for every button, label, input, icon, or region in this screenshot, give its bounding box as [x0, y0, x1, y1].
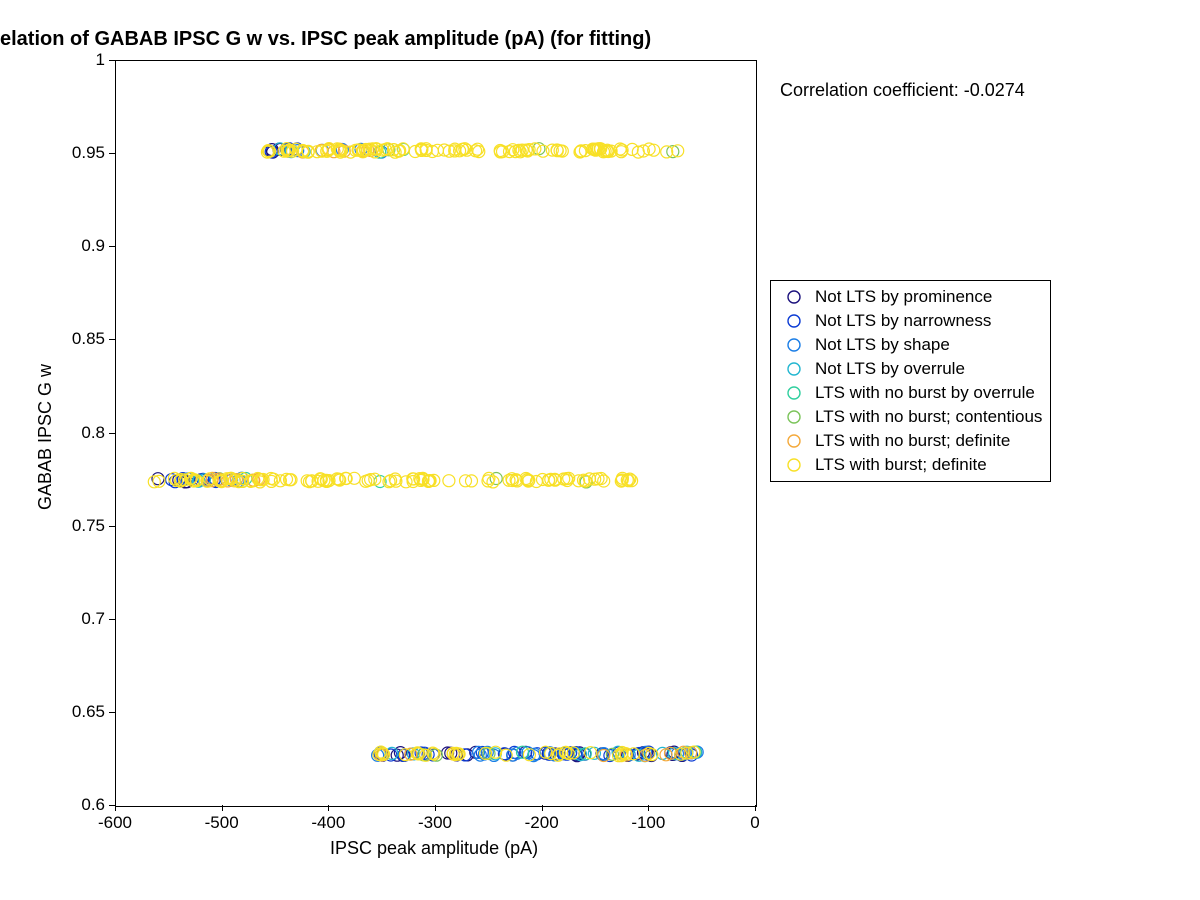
legend-label: Not LTS by prominence	[815, 287, 992, 307]
x-tick-mark	[328, 805, 329, 811]
legend-item: LTS with no burst by overrule	[779, 381, 1042, 405]
y-tick-mark	[109, 246, 115, 247]
x-tick-mark	[648, 805, 649, 811]
legend-label: Not LTS by shape	[815, 335, 950, 355]
legend-label: LTS with no burst; contentious	[815, 407, 1042, 427]
x-tick-mark	[755, 805, 756, 811]
x-tick-mark	[115, 805, 116, 811]
y-tick-label: 0.6	[81, 795, 105, 815]
y-tick-label: 0.85	[72, 329, 105, 349]
x-axis-label: IPSC peak amplitude (pA)	[330, 838, 538, 859]
y-tick-label: 0.9	[81, 236, 105, 256]
chart-title: elation of GABAB IPSC G w vs. IPSC peak …	[0, 28, 651, 51]
legend-label: LTS with burst; definite	[815, 455, 987, 475]
scatter-svg	[116, 61, 756, 806]
y-tick-label: 0.95	[72, 143, 105, 163]
x-tick-mark	[542, 805, 543, 811]
y-tick-label: 0.8	[81, 423, 105, 443]
y-tick-mark	[109, 619, 115, 620]
legend-label: LTS with no burst by overrule	[815, 383, 1035, 403]
x-tick-label: -300	[410, 813, 460, 833]
legend-item: LTS with no burst; contentious	[779, 405, 1042, 429]
x-tick-label: -400	[303, 813, 353, 833]
legend-item: LTS with no burst; definite	[779, 429, 1042, 453]
y-tick-mark	[109, 433, 115, 434]
legend: Not LTS by prominence Not LTS by narrowne…	[770, 280, 1051, 482]
x-tick-label: -200	[517, 813, 567, 833]
y-tick-label: 0.75	[72, 516, 105, 536]
data-point	[443, 475, 455, 487]
legend-item: Not LTS by prominence	[779, 285, 1042, 309]
y-tick-label: 1	[96, 50, 105, 70]
legend-marker-icon	[779, 384, 809, 402]
data-point	[490, 473, 502, 485]
legend-item: Not LTS by overrule	[779, 357, 1042, 381]
legend-label: Not LTS by overrule	[815, 359, 965, 379]
y-tick-mark	[109, 60, 115, 61]
legend-item: LTS with burst; definite	[779, 453, 1042, 477]
correlation-annotation: Correlation coefficient: -0.0274	[780, 80, 1025, 101]
y-tick-mark	[109, 805, 115, 806]
y-tick-mark	[109, 712, 115, 713]
y-axis-label: GABAB IPSC G w	[35, 364, 56, 510]
y-tick-label: 0.7	[81, 609, 105, 629]
legend-marker-icon	[779, 456, 809, 474]
legend-marker-icon	[779, 432, 809, 450]
data-point	[660, 749, 672, 761]
legend-marker-icon	[779, 288, 809, 306]
legend-marker-icon	[779, 336, 809, 354]
x-tick-mark	[222, 805, 223, 811]
y-tick-mark	[109, 526, 115, 527]
legend-marker-icon	[779, 408, 809, 426]
legend-marker-icon	[779, 312, 809, 330]
legend-label: Not LTS by narrowness	[815, 311, 991, 331]
legend-item: Not LTS by shape	[779, 333, 1042, 357]
plot-area	[115, 60, 757, 807]
x-tick-label: -600	[90, 813, 140, 833]
y-tick-mark	[109, 339, 115, 340]
x-tick-label: -100	[623, 813, 673, 833]
x-tick-label: 0	[730, 813, 780, 833]
y-tick-label: 0.65	[72, 702, 105, 722]
legend-marker-icon	[779, 360, 809, 378]
x-tick-label: -500	[197, 813, 247, 833]
legend-label: LTS with no burst; definite	[815, 431, 1010, 451]
x-tick-mark	[435, 805, 436, 811]
legend-item: Not LTS by narrowness	[779, 309, 1042, 333]
y-tick-mark	[109, 153, 115, 154]
